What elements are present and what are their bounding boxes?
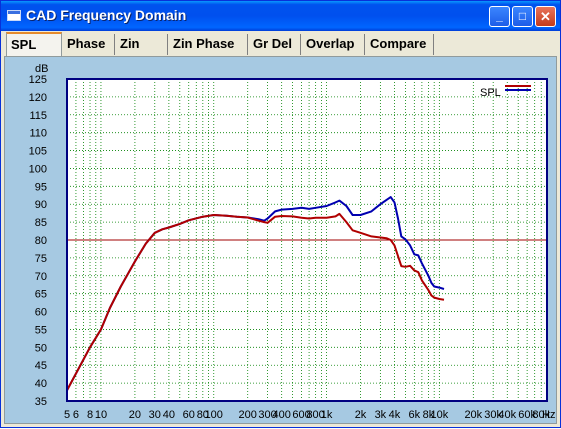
x-tick-label: 3k (375, 409, 387, 421)
x-tick-label: 200 (239, 409, 257, 421)
y-tick-label: 65 (35, 289, 47, 301)
x-tick-label: 800 (306, 409, 324, 421)
y-tick-label: 115 (29, 110, 47, 122)
tab-compare[interactable]: Compare (366, 34, 434, 55)
x-tick-label: 80k (532, 409, 550, 421)
y-tick-label: 110 (29, 128, 47, 140)
y-tick-label: 60 (35, 307, 47, 319)
y-tick-label: 120 (29, 92, 47, 104)
x-tick-label: 40k (498, 409, 516, 421)
y-tick-label: 55 (35, 324, 47, 336)
tab-phase[interactable]: Phase (63, 34, 115, 55)
x-tick-label: 100 (205, 409, 223, 421)
legend-label: SPL (480, 87, 501, 99)
y-tick-label: 105 (29, 146, 47, 158)
x-tick-label: 4k (389, 409, 401, 421)
y-tick-label: 40 (35, 378, 47, 390)
y-tick-label: 75 (35, 253, 47, 265)
x-tick-label: 6 (73, 409, 79, 421)
x-tick-label: 20k (464, 409, 482, 421)
y-axis-unit-label: dB (35, 63, 48, 75)
plot-frame (66, 78, 548, 402)
window-app-icon (7, 10, 21, 21)
y-tick-label: 90 (35, 199, 47, 211)
title-bar[interactable]: CAD Frequency Domain _ □ ✕ (1, 1, 560, 31)
tab-overlap[interactable]: Overlap (302, 34, 365, 55)
y-tick-label: 100 (29, 163, 47, 175)
x-tick-label: 8k (423, 409, 435, 421)
x-tick-label: 30 (149, 409, 161, 421)
x-tick-label: 6k (409, 409, 421, 421)
x-tick-label: 2k (355, 409, 367, 421)
series-line-2 (66, 212, 445, 391)
tab-spl[interactable]: SPL (6, 32, 62, 56)
minimize-button[interactable]: _ (489, 6, 510, 27)
y-tick-label: 70 (35, 271, 47, 283)
x-tick-label: 8 (87, 409, 93, 421)
tab-zin[interactable]: Zin (116, 34, 168, 55)
x-tick-label: 60k (518, 409, 536, 421)
x-tick-label: 30k (484, 409, 502, 421)
tab-zin-phase[interactable]: Zin Phase (169, 34, 248, 55)
maximize-button[interactable]: □ (512, 6, 533, 27)
x-axis-unit-label: Hz (542, 409, 555, 421)
tab-bar: SPL Phase Zin Zin Phase Gr Del Overlap C… (4, 32, 557, 56)
x-tick-label: 80 (197, 409, 209, 421)
y-tick-label: 50 (35, 342, 47, 354)
x-tick-label: 60 (183, 409, 195, 421)
tab-gr-del[interactable]: Gr Del (249, 34, 301, 55)
x-tick-label: 40 (163, 409, 175, 421)
x-tick-label: 20 (129, 409, 141, 421)
x-tick-label: 1k (321, 409, 333, 421)
x-tick-label: 5 (64, 409, 70, 421)
window-title: CAD Frequency Domain (26, 7, 187, 23)
y-tick-label: 80 (35, 235, 47, 247)
x-tick-label: 10k (430, 409, 448, 421)
close-button[interactable]: ✕ (535, 6, 556, 27)
y-tick-label: 35 (35, 396, 47, 408)
y-tick-label: 125 (29, 74, 47, 86)
x-tick-label: 10 (95, 409, 107, 421)
x-tick-label: 300 (258, 409, 276, 421)
y-tick-label: 45 (35, 360, 47, 372)
y-tick-label: 95 (35, 181, 47, 193)
x-tick-label: 600 (292, 409, 310, 421)
x-tick-label: 400 (272, 409, 290, 421)
y-tick-label: 85 (35, 217, 47, 229)
